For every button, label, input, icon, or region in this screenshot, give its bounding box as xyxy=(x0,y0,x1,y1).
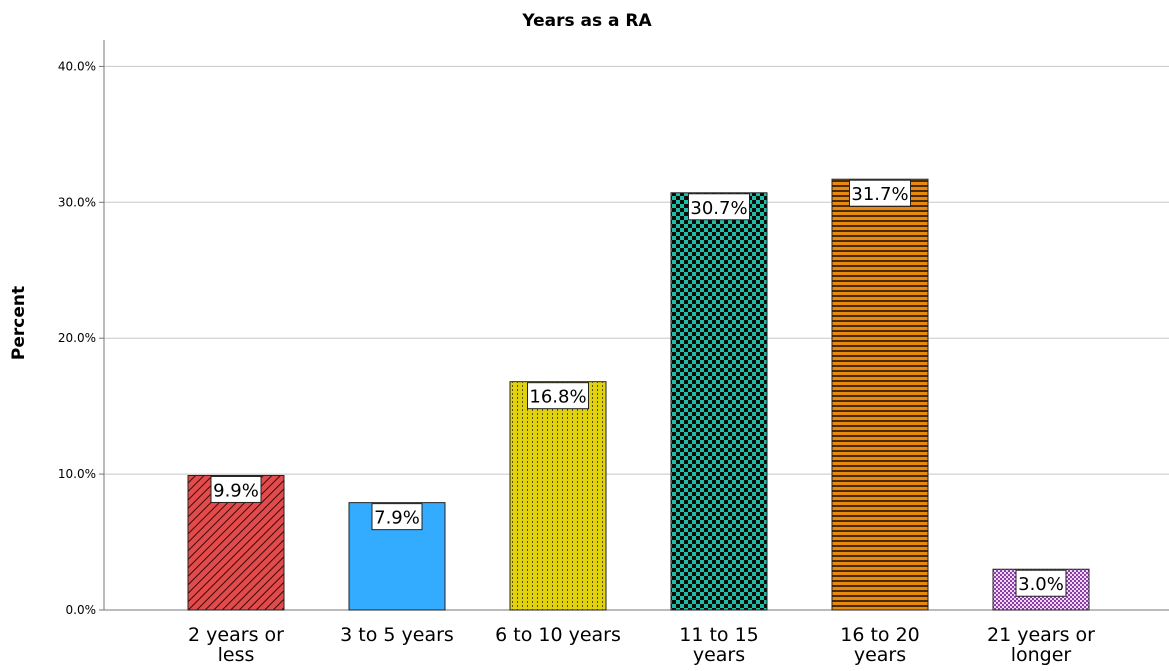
x-tick-label: 16 to 20 years xyxy=(840,624,920,666)
chart-title: Years as a RA xyxy=(521,11,652,31)
bars xyxy=(187,178,1090,611)
bar xyxy=(509,381,607,611)
x-tick-label: 11 to 15 years xyxy=(679,624,759,666)
x-tick-labels: 2 years or less 3 to 5 years 6 to 10 years 1… xyxy=(188,624,1095,666)
data-label-box xyxy=(527,382,589,410)
data-label: 16.8% xyxy=(529,387,586,408)
y-tick-label: 30.0% xyxy=(58,195,96,209)
x-tick-label: 21 years or longer xyxy=(987,624,1095,666)
data-label-box xyxy=(1015,569,1067,597)
data-label-box xyxy=(688,193,750,221)
y-tick-label: 40.0% xyxy=(58,59,96,73)
data-labels: 9.9% 7.9% 16.8% 30.7% 31.7% 3.0% xyxy=(210,179,1067,597)
bar xyxy=(831,178,929,611)
x-tick-label: 3 to 5 years xyxy=(340,624,454,646)
y-tick-label: 0.0% xyxy=(66,603,97,617)
data-label-box xyxy=(210,475,262,503)
y-axis-label: Percent xyxy=(9,286,29,360)
gridlines xyxy=(104,65,1169,475)
y-tick-label: 20.0% xyxy=(58,331,96,345)
data-label-box xyxy=(371,503,423,531)
bar xyxy=(670,192,768,611)
data-label: 31.7% xyxy=(851,184,908,205)
x-tick-label: 2 years or less xyxy=(188,624,284,666)
data-label: 3.0% xyxy=(1018,574,1064,595)
x-tick-label: 6 to 10 years xyxy=(495,624,621,646)
data-label-box xyxy=(849,179,911,207)
data-label: 7.9% xyxy=(374,508,420,529)
y-tick-label: 10.0% xyxy=(58,467,96,481)
data-label: 9.9% xyxy=(213,480,259,501)
y-tick-labels: 0.0% 10.0% 20.0% 30.0% 40.0% xyxy=(58,59,104,617)
data-label: 30.7% xyxy=(690,198,747,219)
